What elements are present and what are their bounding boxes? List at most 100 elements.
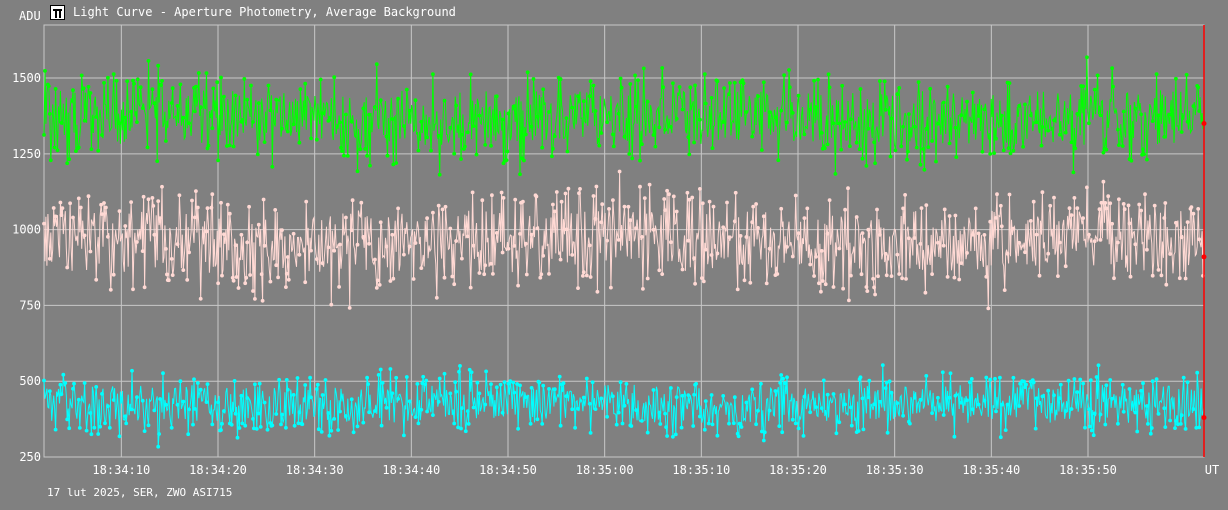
light-curve-chart[interactable]: 250 500 750 1000 1250 1500 18:34:10 18:34:20 18:…: [0, 0, 1228, 480]
data-point: [291, 393, 296, 397]
data-point: [554, 190, 559, 194]
data-point: [924, 126, 929, 131]
data-point: [709, 393, 714, 397]
data-point: [662, 197, 667, 201]
data-point: [323, 378, 328, 382]
data-point: [210, 422, 215, 427]
data-point: [229, 422, 234, 427]
series-markers-2: [42, 169, 1205, 311]
data-point: [552, 134, 557, 139]
data-point: [67, 426, 72, 431]
data-point: [930, 272, 934, 276]
data-point: [889, 390, 894, 395]
data-point: [551, 202, 555, 207]
data-point: [318, 77, 323, 82]
data-point: [831, 121, 836, 126]
data-point: [1162, 135, 1167, 139]
data-point: [42, 378, 46, 383]
data-point: [285, 129, 290, 134]
data-point: [225, 202, 230, 207]
data-point: [452, 151, 457, 156]
data-point: [146, 423, 151, 428]
data-point: [72, 381, 76, 386]
data-point: [673, 432, 678, 437]
data-point: [77, 426, 82, 430]
data-point: [721, 225, 726, 230]
data-point: [973, 206, 978, 211]
data-point: [706, 421, 711, 426]
data-point: [88, 249, 93, 254]
data-point: [504, 158, 509, 163]
data-point: [843, 402, 847, 407]
data-point: [350, 198, 355, 203]
data-point: [899, 144, 904, 149]
data-point: [463, 429, 468, 434]
data-point: [52, 145, 57, 150]
data-point: [129, 407, 134, 412]
data-point: [859, 272, 864, 277]
data-point: [431, 413, 435, 417]
data-point: [732, 80, 737, 85]
data-point: [338, 242, 342, 247]
data-point: [125, 79, 130, 83]
data-point: [858, 87, 863, 91]
data-point: [508, 379, 513, 384]
data-point: [954, 155, 959, 160]
data-point: [930, 139, 934, 143]
data-point: [1183, 276, 1188, 281]
data-point: [198, 387, 203, 392]
data-point: [1111, 84, 1115, 89]
data-point: [164, 247, 168, 251]
data-point: [425, 135, 429, 140]
data-point: [796, 231, 801, 236]
data-point: [707, 199, 712, 204]
data-point: [156, 63, 161, 68]
data-point: [100, 392, 104, 396]
data-point: [1040, 190, 1045, 195]
data-point: [999, 224, 1004, 229]
data-point: [164, 139, 168, 143]
data-point: [332, 417, 337, 421]
data-point: [669, 386, 673, 390]
data-point: [1071, 170, 1076, 175]
data-point: [1040, 125, 1045, 129]
data-point: [1094, 375, 1099, 379]
data-point: [1185, 119, 1190, 124]
data-point: [605, 414, 609, 419]
data-point: [814, 254, 818, 259]
data-point: [680, 107, 685, 112]
data-point: [491, 272, 495, 276]
data-point: [872, 285, 876, 290]
data-point: [903, 193, 907, 197]
data-point: [1197, 237, 1202, 242]
data-point: [918, 162, 923, 167]
data-point: [700, 201, 705, 206]
data-point: [1001, 148, 1006, 153]
data-point: [626, 204, 631, 209]
data-point: [564, 394, 569, 399]
data-point: [436, 203, 441, 208]
x-tick-label: 18:35:40: [962, 463, 1020, 477]
data-point: [1104, 383, 1109, 388]
data-point: [285, 255, 290, 259]
data-point: [1046, 128, 1051, 133]
data-point: [437, 376, 442, 381]
data-point: [448, 125, 453, 130]
data-point: [244, 275, 249, 280]
data-point: [636, 78, 640, 82]
data-point: [1033, 426, 1038, 431]
data-point: [674, 209, 679, 214]
data-point: [140, 398, 145, 403]
data-point: [440, 207, 445, 212]
data-point: [651, 388, 656, 392]
light-curve-app-icon[interactable]: [50, 4, 65, 20]
x-tick-label: 18:34:10: [92, 463, 150, 477]
data-point: [982, 398, 987, 403]
data-point: [88, 91, 93, 95]
time-cursor[interactable]: [1201, 25, 1207, 457]
data-point: [1003, 428, 1008, 432]
data-point: [599, 220, 604, 225]
data-point: [640, 419, 644, 423]
data-point: [367, 241, 371, 246]
data-point: [1196, 207, 1201, 211]
